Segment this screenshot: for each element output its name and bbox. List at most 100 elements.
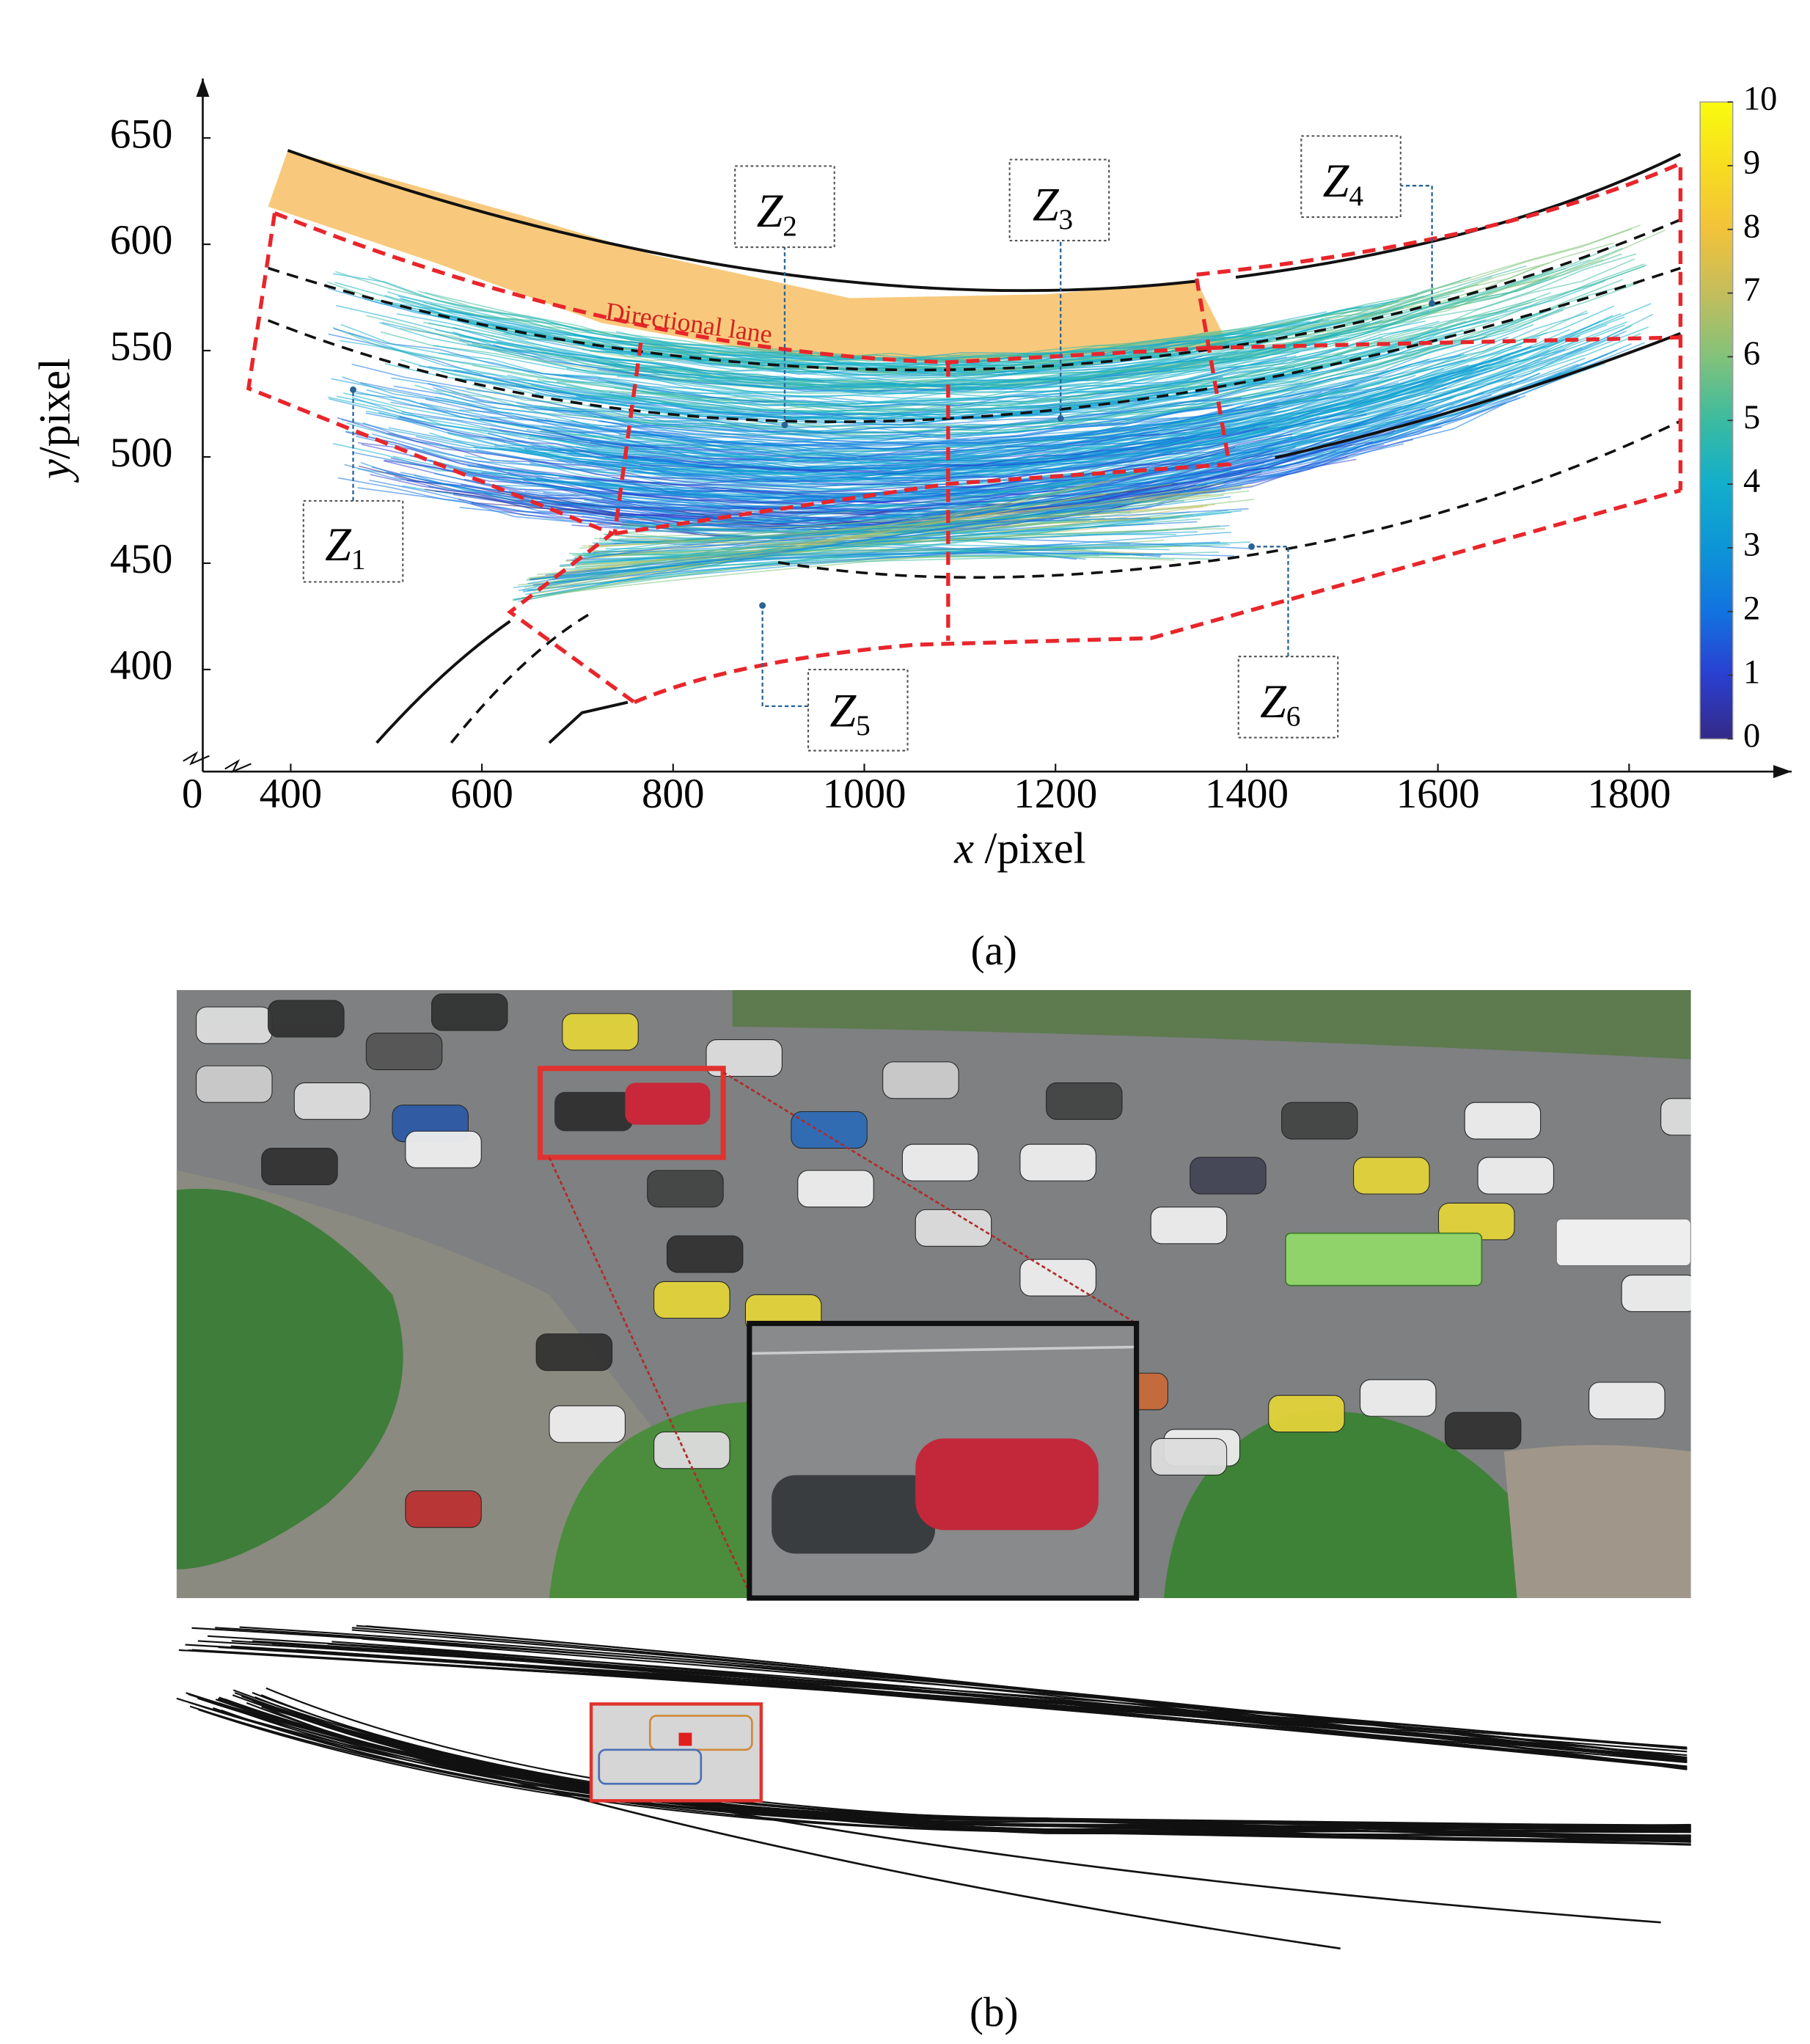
x-tick-label: 800	[642, 771, 705, 817]
trajectory-trace	[512, 555, 1175, 601]
axis-break	[183, 751, 252, 774]
trajectory-trace	[570, 382, 1302, 434]
trajectory-trace	[336, 337, 1540, 466]
trajectory-trace	[434, 323, 1534, 442]
trajectory	[351, 1629, 1688, 1759]
zone-box	[734, 165, 835, 249]
colorbar-tick-label: 4	[1743, 463, 1760, 500]
car	[430, 993, 508, 1031]
directional-lane	[268, 150, 1230, 362]
car	[549, 1405, 626, 1443]
y-axis-unit: /pixel	[30, 358, 79, 459]
trajectory-trace	[434, 306, 1429, 386]
x-tick-label: 1400	[1205, 771, 1289, 817]
trajectory-trace	[378, 320, 1426, 395]
zone-boundary	[1209, 335, 1681, 350]
trajectory-trace	[604, 498, 1121, 539]
car	[535, 1333, 613, 1371]
trajectory	[252, 1640, 1688, 1761]
trajectory-trace	[486, 318, 1324, 370]
car	[1359, 1379, 1437, 1417]
zone-leader	[1399, 185, 1433, 304]
trajectory-trace	[563, 472, 1243, 526]
zone-boundary	[614, 278, 1232, 536]
trajectory-trace	[394, 450, 1336, 524]
trajectory-trace	[477, 420, 1367, 502]
car	[1019, 1143, 1096, 1182]
colorbar-tick-label: 2	[1743, 590, 1760, 627]
trajectory-trace	[554, 368, 1445, 463]
trajectory-trace	[557, 292, 1551, 409]
trajectory-trace	[571, 395, 1304, 444]
zone-index: 1	[351, 544, 366, 576]
y-axis-arrow	[196, 78, 210, 97]
zone-leader-dot	[759, 602, 766, 609]
trajectory-trace	[503, 333, 1289, 373]
trajectory-trace	[621, 363, 1512, 480]
trajectory-trace	[483, 304, 1426, 376]
trajectory-trace	[582, 343, 1262, 377]
zoom-inset	[749, 1323, 1137, 1598]
trees-left	[176, 1188, 403, 1569]
trajectory-trace	[585, 338, 1580, 486]
trajectory	[215, 1627, 1688, 1770]
zone-leader-dot	[1248, 543, 1255, 550]
colorbar-tick-label: 0	[1743, 717, 1760, 755]
zone-index: 2	[783, 210, 797, 242]
zone-boundary	[246, 213, 636, 704]
highlight-box	[537, 1066, 726, 1160]
trajectory	[353, 1647, 1688, 1769]
sidewalk	[1503, 1445, 1691, 1598]
road-edge	[548, 700, 629, 744]
zone-box	[1008, 158, 1110, 242]
inset-car-red	[915, 1438, 1099, 1531]
car	[797, 1170, 874, 1208]
colorbar-tick-label: 5	[1743, 399, 1760, 436]
bus	[1284, 1232, 1483, 1286]
zone-index: 6	[1286, 701, 1301, 733]
trajectory-trace	[327, 339, 1531, 465]
car	[915, 1209, 992, 1247]
lane-line	[267, 266, 1681, 423]
car	[365, 1033, 443, 1071]
y-tick-label: 500	[110, 430, 173, 476]
y-tick-label: 550	[110, 323, 173, 370]
car	[261, 1148, 338, 1186]
car	[293, 1082, 371, 1120]
x-tick-label: 1200	[1014, 771, 1097, 817]
trajectory-trace	[519, 548, 1161, 591]
trajectory-trace	[514, 500, 1135, 601]
colorbar-tick-label: 9	[1743, 144, 1760, 182]
car	[196, 1006, 273, 1044]
trajectory-trace	[629, 320, 1311, 362]
trajectory-trace	[605, 404, 1234, 443]
trajectory-trace	[452, 326, 1238, 384]
colorbar	[1699, 101, 1734, 740]
zone-boundary	[274, 211, 1210, 365]
car	[1660, 1098, 1691, 1136]
lane-line	[450, 613, 590, 744]
zone-label: Z3	[1033, 178, 1073, 235]
zone-boundary	[612, 342, 643, 534]
zone-letter: Z	[325, 519, 352, 571]
trajectory-trace	[464, 378, 1146, 422]
car	[901, 1143, 979, 1182]
road-edge	[287, 149, 1197, 293]
zone-label: Z6	[1260, 675, 1300, 733]
zone-letter: Z	[757, 185, 784, 237]
car	[1621, 1275, 1691, 1312]
trajectory-trace	[532, 494, 1105, 592]
trajectory-trace	[365, 412, 1256, 471]
trajectory-trace	[525, 542, 1228, 596]
trajectory-trace	[571, 517, 1151, 561]
zone-label: Z1	[325, 519, 365, 576]
zone-box	[1300, 135, 1402, 219]
trajectory	[287, 1712, 1341, 1950]
panel-a: 0 400 600 800 1000 1200 1400 1600 18004004505005…	[30, 78, 1792, 873]
caption: (a)	[971, 928, 1017, 974]
trajectory-trace	[433, 345, 1323, 399]
trajectory-trace	[559, 546, 1183, 568]
colorbar-tick-label: 3	[1743, 527, 1760, 564]
zone-leader	[1251, 546, 1289, 657]
